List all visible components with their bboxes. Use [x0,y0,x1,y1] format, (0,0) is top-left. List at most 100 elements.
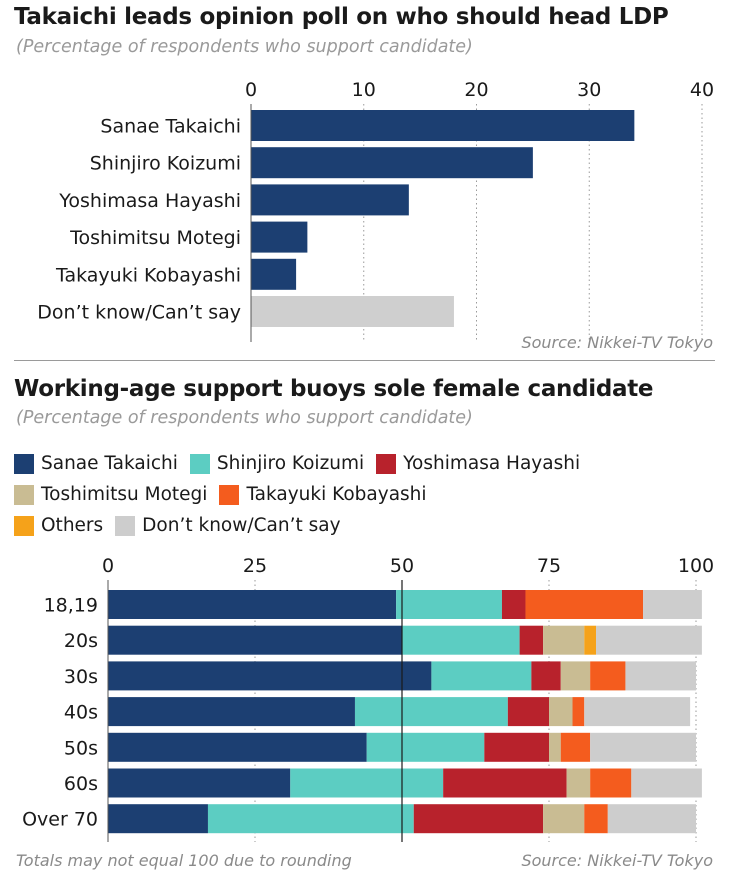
bar-segment [108,697,355,727]
chart2-legend: Sanae Takaichi Shinjiro Koizumi Yoshimas… [14,448,714,541]
bar [251,110,635,141]
legend-item-takaichi: Sanae Takaichi [14,453,178,474]
legend-label: Sanae Takaichi [41,453,178,474]
legend-swatch [115,515,136,536]
chart2-subtitle: (Percentage of respondents who support c… [16,408,473,428]
bar [251,296,454,327]
bar-segment [543,804,585,834]
bar-segment [549,732,561,762]
bar-segment [549,697,573,727]
bar-segment [560,732,591,762]
legend-label: Don’t know/Can’t say [142,515,341,536]
bar-segment [543,625,585,655]
category-label: Sanae Takaichi [100,116,241,138]
category-label: 20s [64,630,98,652]
x-tick-label: 40 [690,79,714,101]
chart2-title: Working-age support buoys sole female ca… [14,376,654,402]
chart2-source: Source: Nikkei-TV Tokyo [521,851,713,870]
category-label: Over 70 [22,809,98,831]
category-label: 60s [64,773,98,795]
legend-label: Others [41,515,104,536]
bar-segment [566,768,591,798]
bar-segment [531,661,561,691]
bar [251,221,308,253]
category-label: Yoshimasa Hayashi [58,190,241,212]
bar-segment [431,661,532,691]
legend-swatch [189,453,210,474]
category-label: 18,19 [44,595,98,617]
legend-item-others: Others [14,515,103,536]
bar [251,258,297,290]
bar-segment [519,625,544,655]
bar-segment [501,590,526,619]
bar-segment [507,697,549,727]
bar-segment [607,804,696,834]
legend-label: Takayuki Kobayashi [246,484,427,505]
legend-swatch [219,484,240,505]
bar-segment [443,768,567,798]
bar-segment [631,768,702,798]
bar-segment [354,697,508,727]
bar-segment [584,625,597,655]
bar-segment [625,661,696,691]
bar-segment [402,625,520,655]
chart1-plot: 0 10 20 30 40 Sanae Takaichi Shinjiro Koizumi Y… [37,79,714,342]
chart1-subtitle: (Percentage of respondents who support c… [16,37,473,57]
x-tick-label: 0 [102,555,114,577]
x-tick-label: 75 [537,555,561,577]
x-tick-label: 30 [577,79,601,101]
section-divider [14,360,715,361]
bar-segment [590,732,696,762]
legend-item-dont-know: Don’t know/Can’t say [115,515,341,536]
legend-item-koizumi: Shinjiro Koizumi [189,453,365,474]
category-label: Don’t know/Can’t say [37,302,241,324]
bar-segment [207,804,414,834]
legend-swatch [376,453,397,474]
bar-segment [584,804,608,834]
legend-label: Yoshimasa Hayashi [403,453,581,474]
x-tick-label: 20 [464,79,488,101]
bar-segment [108,732,367,762]
legend-item-hayashi: Yoshimasa Hayashi [376,453,580,474]
bar [251,147,533,179]
bar-segment [108,590,397,619]
legend-swatch [14,484,34,505]
bar-segment [413,804,544,834]
bar-segment [572,697,585,727]
bar-segment [584,697,691,727]
category-label: Takayuki Kobayashi [55,264,241,286]
legend-label: Toshimitsu Motegi [41,484,208,505]
chart2-note: Totals may not equal 100 due to rounding [16,851,352,870]
chart2-plot: 0 25 50 75 100 18,19 20s 30s 40s 50s 60s Over 70 [22,555,714,842]
category-label: 30s [64,666,98,688]
bar-segment [366,732,485,762]
legend-swatch [14,515,34,536]
category-label: Shinjiro Koizumi [90,153,241,175]
x-tick-label: 100 [678,555,714,577]
chart1-source: Source: Nikkei-TV Tokyo [521,333,713,352]
legend-label: Shinjiro Koizumi [216,453,365,474]
bar-segment [560,661,591,691]
x-tick-label: 10 [352,79,376,101]
bar-segment [643,590,702,619]
category-label: 50s [64,737,98,759]
category-label: Toshimitsu Motegi [69,227,241,249]
bar-segment [484,732,549,762]
bar-segment [108,804,208,834]
legend-item-kobayashi: Takayuki Kobayashi [219,484,427,505]
legend-item-motegi: Toshimitsu Motegi [14,484,207,505]
bar-segment [396,590,502,619]
x-tick-label: 25 [243,555,267,577]
category-label: 40s [64,702,98,724]
bar-segment [525,590,644,619]
x-tick-label: 50 [390,555,414,577]
bar-segment [596,625,702,655]
bar-segment [290,768,444,798]
bar-segment [108,625,402,655]
legend-swatch [14,453,34,474]
bar-segment [108,661,432,691]
chart1-title: Takaichi leads opinion poll on who shoul… [14,4,669,30]
bar-segment [108,768,291,798]
bar-segment [590,768,632,798]
bar-segment [590,661,626,691]
